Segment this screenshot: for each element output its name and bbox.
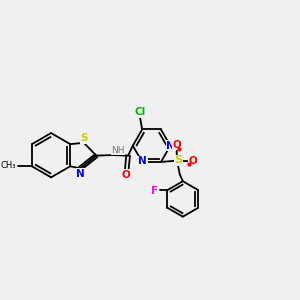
Text: N: N [167, 141, 175, 151]
Text: NH: NH [112, 146, 125, 155]
Text: O: O [8, 161, 16, 171]
Text: Cl: Cl [135, 107, 146, 117]
Text: F: F [151, 186, 158, 197]
Text: N: N [76, 169, 85, 178]
Text: S: S [80, 133, 88, 143]
Text: N: N [138, 156, 147, 167]
Text: O: O [122, 170, 131, 180]
Text: O: O [172, 140, 181, 150]
Text: CH₃: CH₃ [1, 161, 16, 170]
Text: O: O [188, 156, 197, 166]
Text: S: S [174, 155, 182, 165]
